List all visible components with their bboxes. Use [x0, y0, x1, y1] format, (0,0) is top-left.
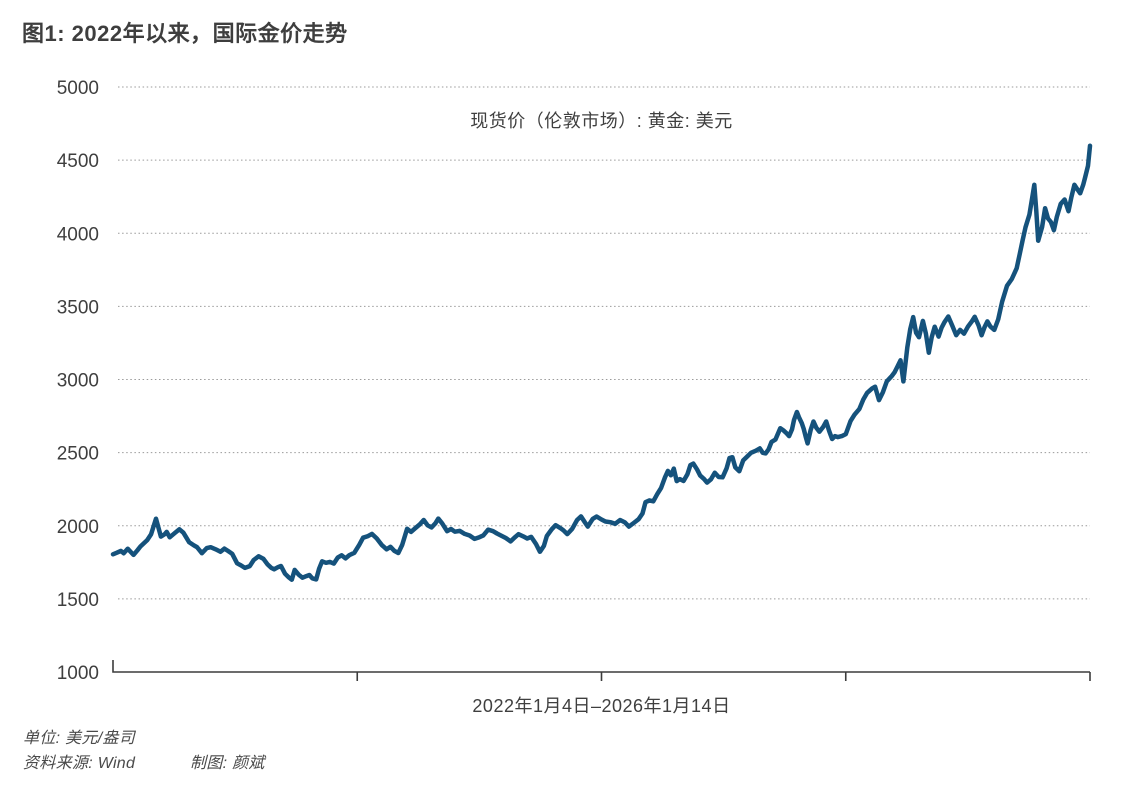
footer-row: 资料来源: Wind 制图: 颜斌	[23, 749, 523, 773]
y-axis-tick-label: 4500	[57, 151, 99, 172]
unit-label: 单位: 美元/盎司	[23, 730, 136, 747]
y-axis-tick-label: 2500	[57, 444, 99, 465]
x-axis-label: 2022年1月4日–2026年1月14日	[472, 696, 731, 716]
source-label: 资料来源: Wind	[23, 755, 136, 772]
figure-title: 图1: 2022年以来，国际金价走势	[22, 21, 348, 46]
y-axis-tick-label: 4000	[57, 224, 99, 245]
y-axis-tick-label: 1000	[57, 663, 99, 684]
x-axis	[112, 660, 1090, 673]
y-axis-tick-label: 5000	[57, 78, 99, 99]
y-axis-tick-label: 1500	[57, 590, 99, 611]
gold-price-line	[110, 143, 1093, 582]
series-label: 现货价（伦敦市场）: 黄金: 美元	[470, 111, 733, 131]
credit-label: 制图: 颜斌	[190, 755, 265, 772]
y-axis-tick-label: 2000	[57, 517, 99, 538]
y-axis-tick-label: 3000	[57, 371, 99, 392]
y-axis-tick-label: 3500	[57, 297, 99, 318]
